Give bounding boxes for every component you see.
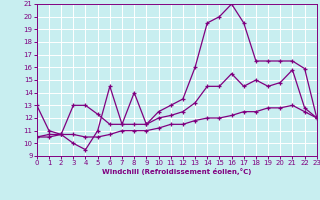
X-axis label: Windchill (Refroidissement éolien,°C): Windchill (Refroidissement éolien,°C) [102,168,252,175]
